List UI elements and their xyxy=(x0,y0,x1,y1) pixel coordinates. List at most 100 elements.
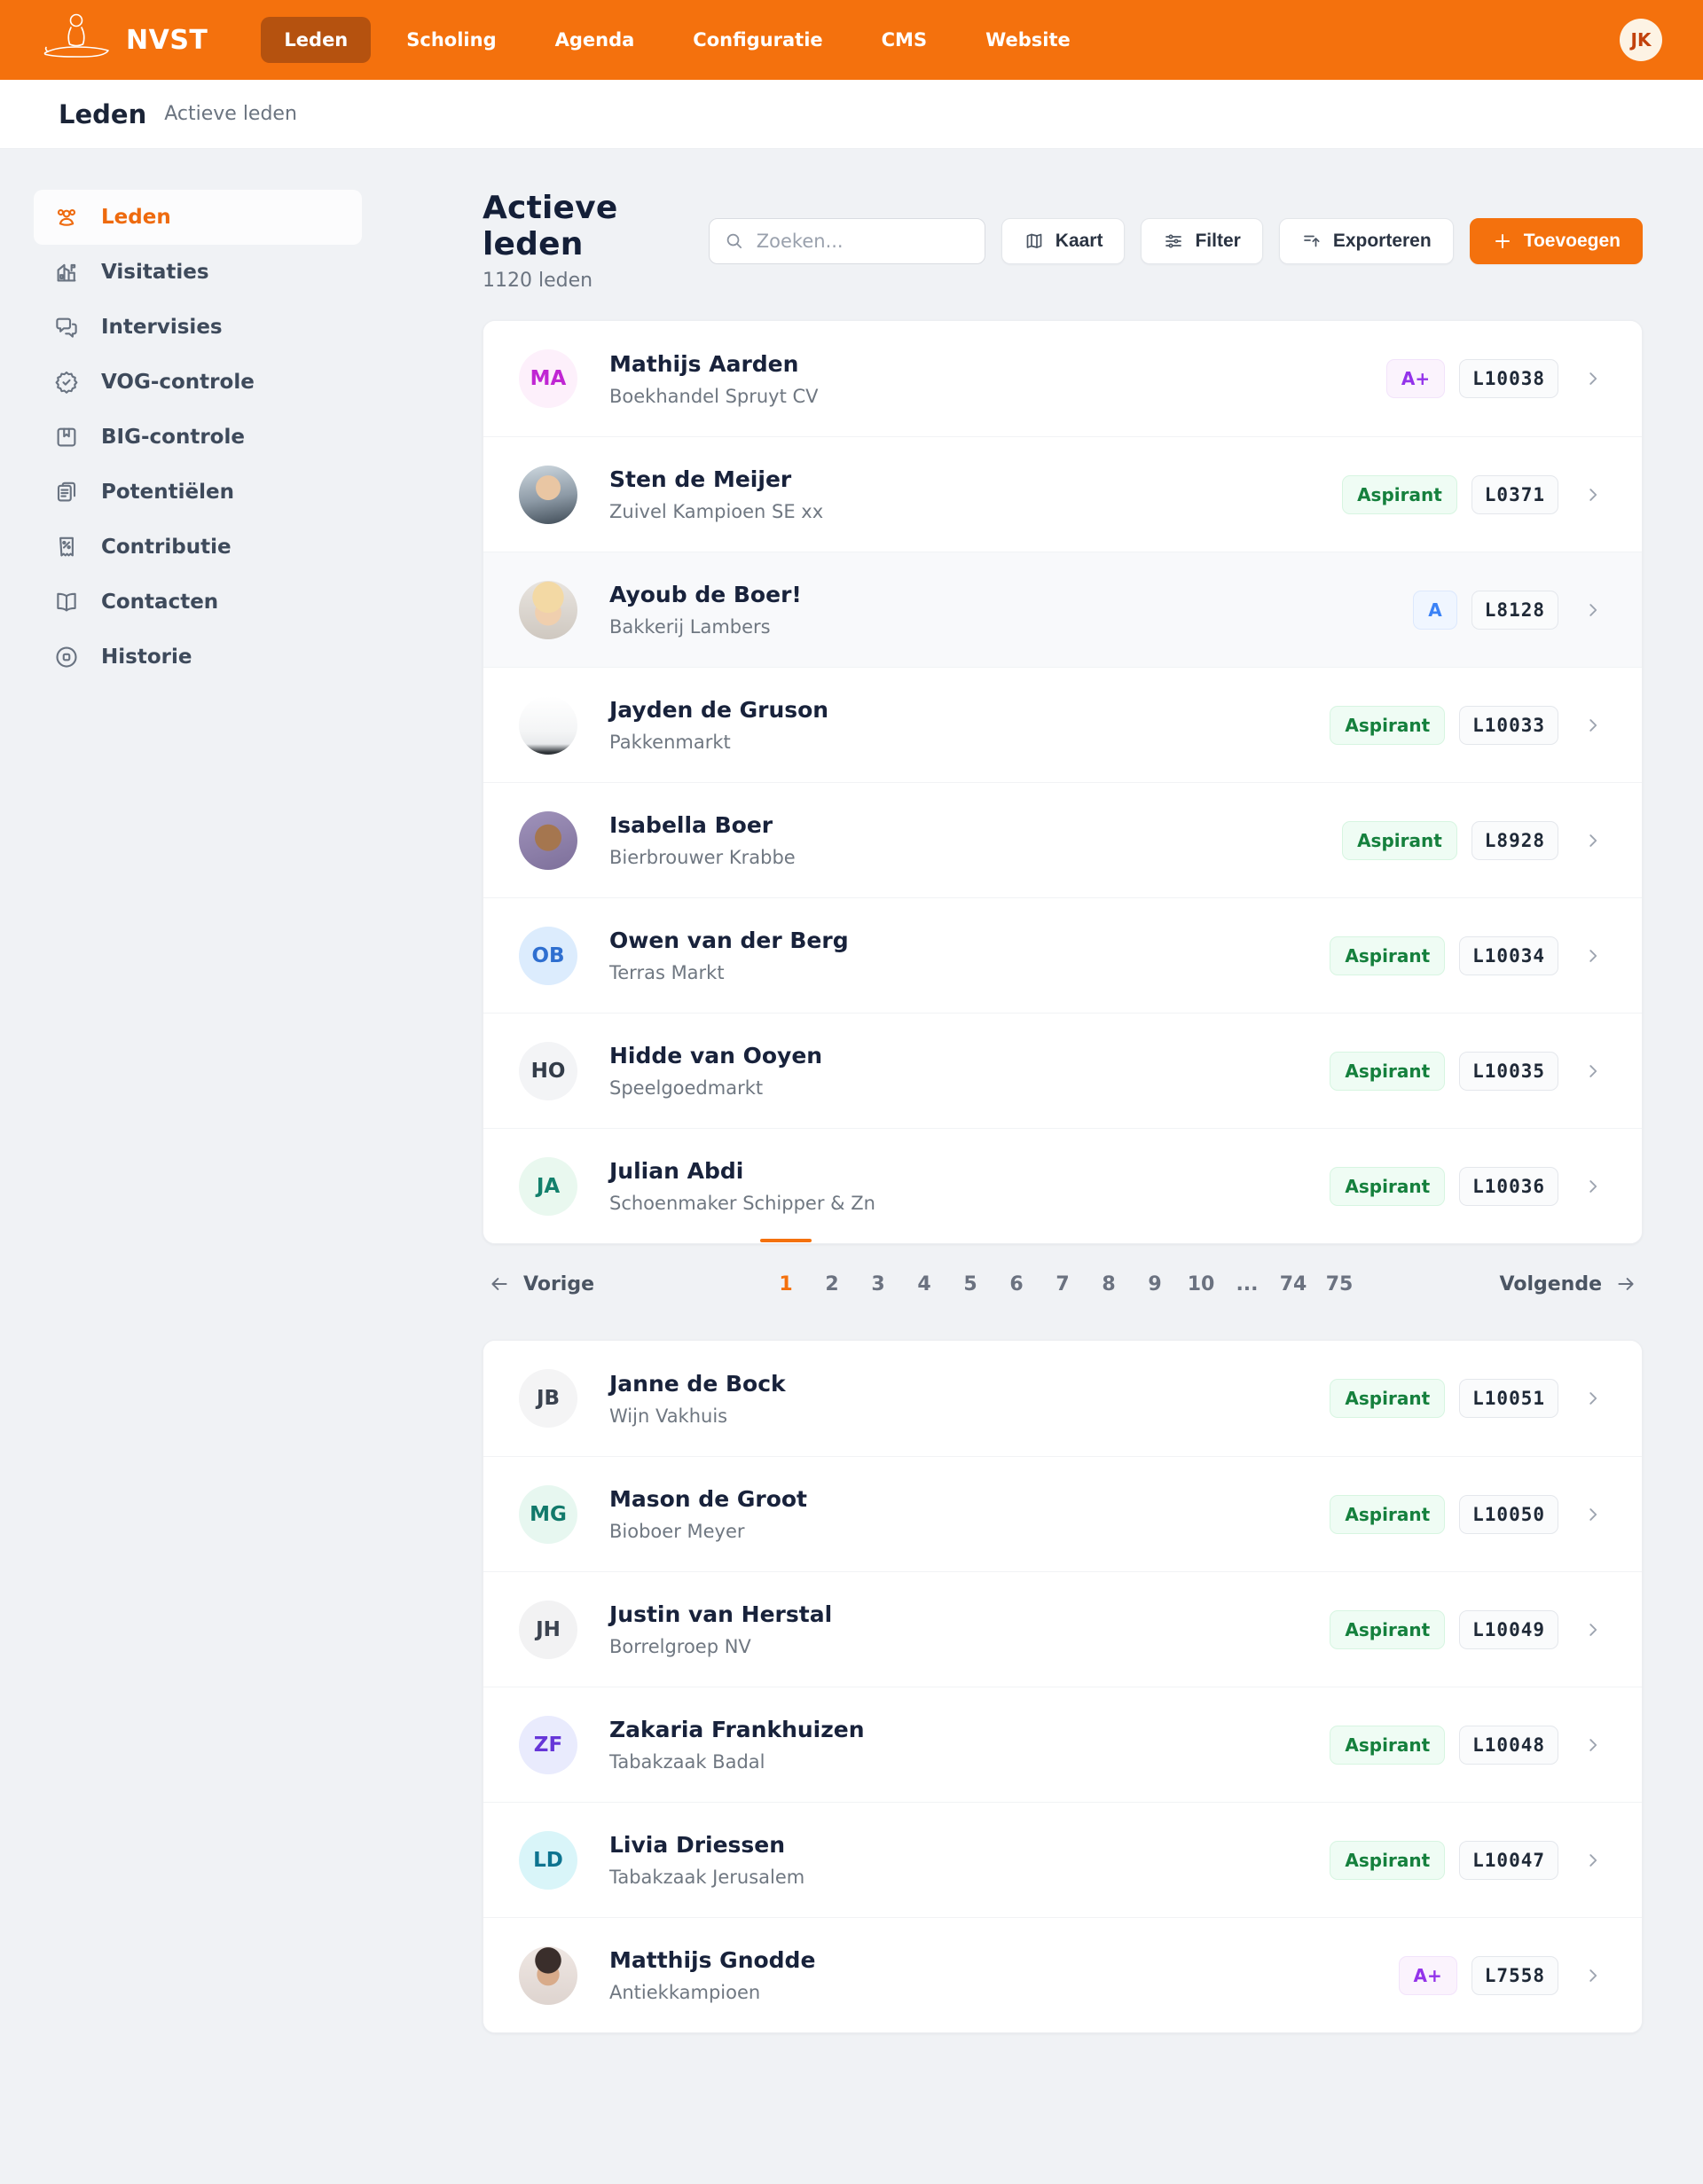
member-info: Jayden de Gruson Pakkenmarkt xyxy=(609,697,828,753)
sidebar-item-vog-controle[interactable]: VOG-controle xyxy=(34,355,362,410)
member-id: L10047 xyxy=(1459,1840,1558,1880)
receipt-percent-icon xyxy=(59,536,74,557)
nav-item-website[interactable]: Website xyxy=(985,29,1071,51)
map-button[interactable]: Kaart xyxy=(1001,217,1126,264)
member-name: Jayden de Gruson xyxy=(609,697,829,723)
page-number[interactable]: 4 xyxy=(917,1272,931,1296)
nav-item-configuratie[interactable]: Configuratie xyxy=(693,29,823,51)
filter-button[interactable]: Filter xyxy=(1141,217,1263,264)
member-company: Pakkenmarkt xyxy=(609,732,731,753)
page-number[interactable]: 75 xyxy=(1325,1272,1354,1296)
nav-item-leden[interactable]: Leden xyxy=(261,17,372,63)
pagination: Vorige 1 2 3 4 5 6 7 8 9 10... 74 75 Volgende xyxy=(483,1244,1643,1324)
search-box[interactable] xyxy=(708,217,985,264)
sidebar-item-contacten[interactable]: Contacten xyxy=(34,575,362,630)
member-row[interactable]: Isabella Boer Bierbrouwer Krabbe Aspiran… xyxy=(483,782,1642,897)
member-company: Zuivel Kampioen SE xx xyxy=(609,501,824,522)
sidebar-item-leden[interactable]: Leden xyxy=(34,190,362,245)
chevron-right-icon[interactable] xyxy=(1583,1061,1603,1081)
chevron-right-icon[interactable] xyxy=(1583,1735,1603,1755)
member-company: Tabakzaak Jerusalem xyxy=(609,1867,805,1888)
member-meta: A+ L10038 xyxy=(1385,359,1603,398)
avatar: MG xyxy=(519,1484,577,1544)
member-name: Hidde van Ooyen xyxy=(609,1043,823,1069)
nav-item-cms[interactable]: CMS xyxy=(881,29,928,51)
sidebar-item-big-controle[interactable]: BIG-controle xyxy=(34,410,362,465)
member-row[interactable]: HO Hidde van Ooyen Speelgoedmarkt Aspira… xyxy=(483,1013,1642,1128)
sidebar-item-historie[interactable]: Historie xyxy=(34,630,362,685)
user-avatar[interactable]: JK xyxy=(1620,19,1662,61)
add-member-button[interactable]: Toevoegen xyxy=(1469,217,1643,264)
member-meta: Aspirant L10036 xyxy=(1330,1166,1603,1206)
avatar: MA xyxy=(519,349,577,408)
filter-button-label: Filter xyxy=(1195,230,1241,251)
sidebar-item-visitaties[interactable]: Visitaties xyxy=(34,245,362,300)
nav-item-scholing[interactable]: Scholing xyxy=(406,29,497,51)
sidebar-item-label: Contacten xyxy=(101,591,219,614)
massage-figure-logo-icon xyxy=(43,13,109,58)
member-info: Mathijs Aarden Boekhandel Spruyt CV xyxy=(609,351,819,407)
chevron-right-icon[interactable] xyxy=(1583,1389,1603,1408)
previous-page-button[interactable]: Vorige xyxy=(488,1272,594,1296)
export-button[interactable]: Exporteren xyxy=(1278,217,1454,264)
status-badge: Aspirant xyxy=(1330,1051,1446,1091)
page-number[interactable]: 6 xyxy=(1009,1272,1024,1296)
chevron-right-icon[interactable] xyxy=(1583,1851,1603,1870)
brand-logo[interactable]: NVST xyxy=(41,12,208,67)
chevron-right-icon[interactable] xyxy=(1583,831,1603,850)
next-page-button[interactable]: Volgende xyxy=(1500,1272,1637,1296)
member-row[interactable]: JB Janne de Bock Wijn Vakhuis Aspirant L… xyxy=(483,1341,1642,1456)
member-info: Livia Driessen Tabakzaak Jerusalem xyxy=(609,1832,804,1888)
member-row[interactable]: MG Mason de Groot Bioboer Meyer Aspirant… xyxy=(483,1456,1642,1571)
member-row[interactable]: OB Owen van der Berg Terras Markt Aspira… xyxy=(483,897,1642,1013)
chevron-right-icon[interactable] xyxy=(1583,1505,1603,1524)
content-area: Leden Visitaties Intervisies VOG-control… xyxy=(0,149,1703,2184)
plus-icon xyxy=(1495,233,1510,248)
member-row[interactable]: JA Julian Abdi Schoenmaker Schipper & Zn… xyxy=(483,1128,1642,1243)
chevron-right-icon[interactable] xyxy=(1583,600,1603,620)
chevron-right-icon[interactable] xyxy=(1583,946,1603,966)
member-info: Matthijs Gnodde Antiekkampioen xyxy=(609,1947,815,2003)
page-number[interactable]: 2 xyxy=(825,1272,839,1296)
member-row[interactable]: Matthijs Gnodde Antiekkampioen A+ L7558 xyxy=(483,1917,1642,2032)
member-row[interactable]: Ayoub de Boer! Bakkerij Lambers A L8128 xyxy=(483,552,1642,667)
page-number[interactable]: 7 xyxy=(1056,1272,1070,1296)
member-meta: Aspirant L10034 xyxy=(1330,935,1603,975)
member-row[interactable]: LD Livia Driessen Tabakzaak Jerusalem As… xyxy=(483,1802,1642,1917)
chevron-right-icon[interactable] xyxy=(1583,1177,1603,1196)
chevron-right-icon[interactable] xyxy=(1583,1966,1603,1985)
member-id: L10038 xyxy=(1459,359,1558,398)
sidebar-item-intervisies[interactable]: Intervisies xyxy=(34,300,362,355)
title-block: Actieve leden 1120 leden xyxy=(483,190,709,292)
member-row[interactable]: ZF Zakaria Frankhuizen Tabakzaak Badal A… xyxy=(483,1687,1642,1802)
chevron-right-icon[interactable] xyxy=(1583,369,1603,388)
member-row[interactable]: Jayden de Gruson Pakkenmarkt Aspirant L1… xyxy=(483,667,1642,782)
member-info: Justin van Herstal Borrelgroep NV xyxy=(609,1601,832,1657)
search-icon xyxy=(726,233,742,249)
member-company: Bakkerij Lambers xyxy=(609,616,771,638)
search-input[interactable] xyxy=(754,229,970,253)
page-number[interactable]: 8 xyxy=(1102,1272,1116,1296)
arrow-left-icon xyxy=(491,1278,507,1290)
member-id: L10033 xyxy=(1459,705,1558,745)
chevron-right-icon[interactable] xyxy=(1583,1620,1603,1640)
member-row[interactable]: JH Justin van Herstal Borrelgroep NV Asp… xyxy=(483,1571,1642,1687)
member-info: Julian Abdi Schoenmaker Schipper & Zn xyxy=(609,1158,875,1214)
page-ellipsis: ... xyxy=(1236,1272,1259,1296)
page-number[interactable]: 5 xyxy=(963,1272,977,1296)
member-row[interactable]: Sten de Meijer Zuivel Kampioen SE xx Asp… xyxy=(483,436,1642,552)
page-number[interactable]: 3 xyxy=(871,1272,885,1296)
chevron-right-icon[interactable] xyxy=(1583,716,1603,735)
page-number[interactable]: 10 xyxy=(1187,1272,1215,1296)
breadcrumb-section[interactable]: Leden xyxy=(59,98,147,129)
sidebar-item-contributie[interactable]: Contributie xyxy=(34,520,362,575)
sidebar-item-potentielen[interactable]: Potentiëlen xyxy=(34,465,362,520)
page-number[interactable]: 9 xyxy=(1148,1272,1162,1296)
member-row[interactable]: MA Mathijs Aarden Boekhandel Spruyt CV A… xyxy=(483,321,1642,436)
page-number[interactable]: 74 xyxy=(1279,1272,1307,1296)
chevron-right-icon[interactable] xyxy=(1583,485,1603,505)
page-number-active[interactable]: 1 xyxy=(766,1264,805,1304)
member-name: Justin van Herstal xyxy=(609,1601,833,1627)
nav-item-agenda[interactable]: Agenda xyxy=(554,29,635,51)
member-meta: Aspirant L10050 xyxy=(1330,1494,1603,1534)
